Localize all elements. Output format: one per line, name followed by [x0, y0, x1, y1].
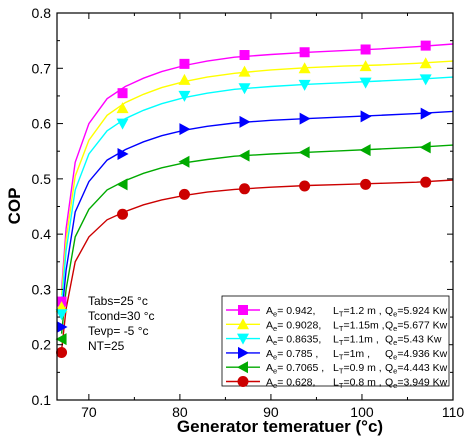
- series-6-point: [299, 180, 311, 192]
- legend-samples: [226, 305, 260, 387]
- series-2-point: [178, 73, 191, 85]
- series-6-point: [117, 208, 129, 220]
- series-4-point: [117, 147, 129, 160]
- series-5-point: [55, 333, 67, 346]
- series-4-point: [179, 123, 191, 136]
- series-1-point: [360, 44, 371, 55]
- series-markers: [55, 40, 432, 358]
- y-axis-title: COP: [5, 188, 24, 225]
- legend-label-5: Ae= 0.7065 , LT=0.9 m , Qe=4.443 Kw: [266, 362, 448, 376]
- note-nt: NT=25: [88, 339, 125, 353]
- series-2-point: [298, 62, 311, 74]
- series-2-point: [359, 60, 372, 72]
- series-3-point: [298, 79, 311, 91]
- series-5-point: [298, 146, 310, 159]
- series-1-point: [420, 40, 431, 51]
- series-3-point: [55, 309, 68, 321]
- y-tick-label: 0.5: [32, 171, 52, 187]
- note-tabs: Tabs=25 °c: [88, 294, 148, 308]
- series-3-point: [116, 118, 129, 130]
- series-5-point: [419, 141, 431, 154]
- series-5-point: [359, 144, 371, 157]
- series-1-point: [299, 47, 310, 58]
- series-4-point: [299, 112, 311, 125]
- y-tick-labels: 0.1 0.2 0.3 0.4 0.5 0.6 0.7 0.8: [32, 5, 52, 408]
- axis-ticks: [57, 12, 454, 401]
- series-1-point: [179, 58, 190, 69]
- legend-label-6: Ae= 0.628, LT=0.8 m , Qe=3.949 Kw: [266, 377, 448, 391]
- series-1-point: [239, 50, 250, 61]
- y-tick-label: 0.3: [32, 281, 52, 297]
- legend-label-2: Ae= 0.9028, LT=1.15m ,Qe=5.677 Kw: [266, 319, 448, 333]
- x-tick-label: 90: [263, 404, 279, 420]
- note-tcond: Tcond=30 °c: [88, 309, 155, 323]
- x-axis-title: Generator temeratuer (°c): [177, 417, 383, 436]
- series-4-point: [239, 115, 251, 128]
- y-tick-label: 0.6: [32, 116, 52, 132]
- series-2-point: [419, 57, 432, 69]
- x-tick-label: 80: [172, 404, 188, 420]
- y-tick-label: 0.1: [32, 392, 52, 408]
- legend-label-1: Ae= 0.942, LT=1.2 m , Qe=5.924 Kw: [266, 305, 448, 319]
- series-4-point: [420, 107, 432, 120]
- legend-marker-3: [237, 333, 249, 345]
- x-tick-label: 110: [442, 404, 465, 420]
- x-tick-label: 70: [81, 404, 97, 420]
- legend-label-3: Ae= 0.8635, LT=1.1m , Qe=5.43 Kw: [266, 334, 442, 348]
- series-6-point: [360, 178, 372, 190]
- series-5-point: [238, 149, 250, 162]
- conditions-note: Tabs=25 °c Tcond=30 °c Tevp= -5 °c NT=25: [88, 294, 155, 353]
- note-tevp: Tevp= -5 °c: [88, 324, 149, 338]
- series-4-point: [56, 321, 68, 334]
- series-5-point: [116, 178, 128, 191]
- legend-marker-2: [237, 318, 249, 330]
- legend-label-4: Ae= 0.785 , LT=1m , Qe=4.936 Kw: [266, 348, 448, 362]
- legend-marker-5: [237, 361, 248, 374]
- series-4-point: [360, 110, 372, 123]
- legend-marker-6: [237, 376, 249, 387]
- series-3-point: [419, 74, 432, 86]
- x-tick-labels: 70 80 90 100 110: [81, 404, 464, 420]
- series-6-point: [420, 176, 432, 188]
- x-tick-label: 100: [350, 404, 374, 420]
- y-tick-label: 0.4: [32, 226, 52, 242]
- series-3-point: [359, 77, 372, 89]
- series-1-point: [117, 88, 128, 99]
- legend-box: [221, 295, 450, 387]
- series-6-point: [56, 346, 68, 358]
- series-6-point: [178, 188, 190, 200]
- y-tick-label: 0.2: [32, 337, 52, 353]
- legend-marker-4: [238, 346, 249, 359]
- series-5-point: [178, 155, 190, 168]
- series-3-point: [178, 90, 191, 102]
- series-6-point: [239, 183, 251, 195]
- series-3-point: [238, 83, 251, 95]
- y-tick-label: 0.8: [32, 5, 52, 21]
- legend-marker-1: [238, 305, 248, 315]
- series-2-point: [116, 102, 129, 114]
- y-tick-label: 0.7: [32, 60, 52, 76]
- series-2-point: [238, 65, 251, 77]
